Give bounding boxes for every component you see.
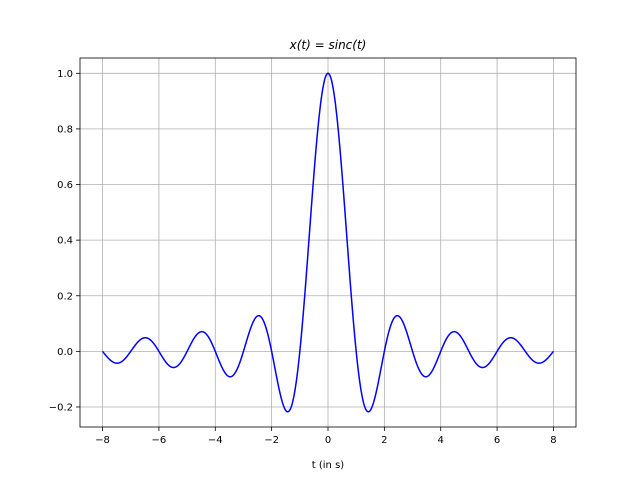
- y-tick-label: −0.2: [49, 402, 73, 413]
- x-tick-label: 2: [381, 435, 387, 446]
- y-tick-label: 0.8: [57, 124, 73, 135]
- grid: [80, 58, 576, 427]
- x-tick-label: −4: [208, 435, 223, 446]
- x-axis-label: t (in s): [312, 460, 345, 471]
- x-tick-label: 8: [550, 435, 556, 446]
- chart-title: x(t) = sinc(t): [289, 38, 367, 52]
- x-tick-label: −6: [152, 435, 167, 446]
- x-tick-label: 6: [494, 435, 500, 446]
- y-tick-label: 0.4: [57, 236, 73, 247]
- y-tick-label: 0.2: [57, 291, 73, 302]
- series-layer: [101, 72, 555, 413]
- x-tick-label: −8: [95, 435, 110, 446]
- y-tick-label: 0.6: [57, 180, 73, 191]
- x-axis-ticks: −8 −6 −4 −2 0 2 4 6 8: [95, 427, 557, 446]
- x-tick-label: 4: [438, 435, 444, 446]
- x-tick-label: −2: [264, 435, 279, 446]
- x-tick-label: 0: [325, 435, 331, 446]
- sinc-series-line: [101, 72, 555, 413]
- y-tick-label: 0.0: [57, 347, 73, 358]
- y-axis-ticks: −0.2 0.0 0.2 0.4 0.6 0.8 1.0: [49, 69, 80, 413]
- y-tick-label: 1.0: [57, 69, 73, 80]
